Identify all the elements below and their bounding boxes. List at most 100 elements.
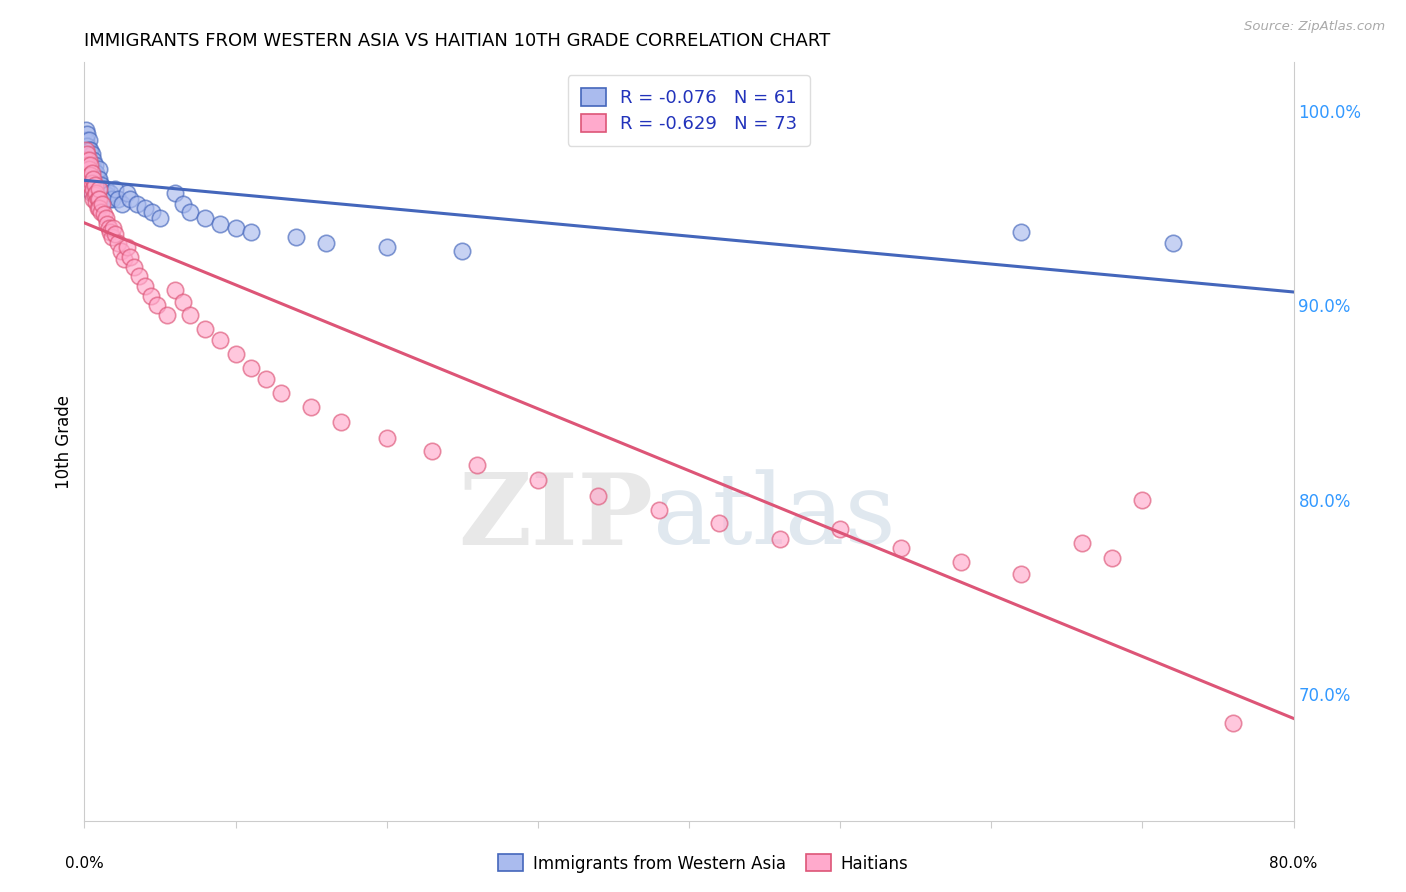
Point <box>90 178 112 192</box>
Point <box>194 322 217 336</box>
Point <box>830 522 852 536</box>
Point <box>239 225 262 239</box>
Point <box>122 260 145 274</box>
Point <box>82 162 104 177</box>
Point <box>588 489 610 503</box>
Point <box>79 159 101 173</box>
Point <box>94 182 117 196</box>
Point <box>87 182 110 196</box>
Point <box>104 227 127 241</box>
Point <box>86 176 108 190</box>
Point <box>80 166 103 180</box>
Point <box>451 244 474 258</box>
Point <box>86 186 108 200</box>
Point <box>87 172 110 186</box>
Point <box>118 250 141 264</box>
Point <box>209 217 232 231</box>
Point <box>82 182 104 196</box>
Point <box>112 252 135 266</box>
Point <box>139 289 162 303</box>
Point <box>110 244 132 258</box>
Text: 80.0%: 80.0% <box>1270 855 1317 871</box>
Point <box>82 172 104 186</box>
Point <box>97 192 120 206</box>
Point <box>172 294 194 309</box>
Point <box>375 240 398 254</box>
Point <box>90 205 112 219</box>
Point <box>375 431 398 445</box>
Point <box>648 502 671 516</box>
Text: Source: ZipAtlas.com: Source: ZipAtlas.com <box>1244 20 1385 33</box>
Point <box>84 168 107 182</box>
Point <box>76 159 98 173</box>
Point <box>93 207 115 221</box>
Point <box>118 192 141 206</box>
Point <box>141 205 163 219</box>
Point <box>79 153 101 167</box>
Point <box>299 400 322 414</box>
Point <box>76 139 98 153</box>
Point <box>165 283 187 297</box>
Point <box>80 166 103 180</box>
Point <box>89 162 111 177</box>
Point <box>75 133 97 147</box>
Point <box>91 182 114 196</box>
Point <box>79 143 101 157</box>
Text: atlas: atlas <box>652 469 896 566</box>
Point <box>107 236 129 251</box>
Point <box>225 347 247 361</box>
Point <box>1161 236 1184 251</box>
Point <box>93 186 115 200</box>
Text: ZIP: ZIP <box>458 469 652 566</box>
Point <box>104 182 127 196</box>
Point <box>75 123 97 137</box>
Point <box>107 192 129 206</box>
Point <box>96 217 118 231</box>
Point <box>76 128 98 142</box>
Point <box>1011 225 1033 239</box>
Point <box>80 186 103 200</box>
Point <box>270 386 292 401</box>
Point <box>80 176 103 190</box>
Point <box>75 153 97 167</box>
Point <box>89 172 111 186</box>
Point <box>128 269 150 284</box>
Point <box>134 279 156 293</box>
Point <box>1130 492 1153 507</box>
Point <box>179 308 201 322</box>
Point <box>80 186 103 200</box>
Point <box>76 146 98 161</box>
Point <box>111 197 134 211</box>
Text: IMMIGRANTS FROM WESTERN ASIA VS HAITIAN 10TH GRADE CORRELATION CHART: IMMIGRANTS FROM WESTERN ASIA VS HAITIAN … <box>84 32 831 50</box>
Point <box>149 211 172 225</box>
Point <box>239 360 262 375</box>
Legend: Immigrants from Western Asia, Haitians: Immigrants from Western Asia, Haitians <box>491 847 915 880</box>
Point <box>115 240 138 254</box>
Point <box>86 166 108 180</box>
Point <box>91 197 114 211</box>
Point <box>89 192 111 206</box>
Point <box>82 172 104 186</box>
Point <box>101 220 124 235</box>
Point <box>134 201 156 215</box>
Point <box>80 159 103 173</box>
Point <box>225 220 247 235</box>
Point <box>89 182 111 196</box>
Point <box>77 172 100 186</box>
Point <box>467 458 489 472</box>
Point <box>97 220 120 235</box>
Point <box>285 230 308 244</box>
Point <box>950 555 973 569</box>
Point <box>80 176 103 190</box>
Point <box>77 133 100 147</box>
Point <box>84 187 107 202</box>
Point <box>254 372 277 386</box>
Point <box>209 334 232 348</box>
Point <box>77 153 100 167</box>
Point <box>165 186 187 200</box>
Point <box>146 298 169 312</box>
Point <box>527 474 550 488</box>
Point <box>315 236 337 251</box>
Point <box>82 192 104 206</box>
Point <box>769 532 792 546</box>
